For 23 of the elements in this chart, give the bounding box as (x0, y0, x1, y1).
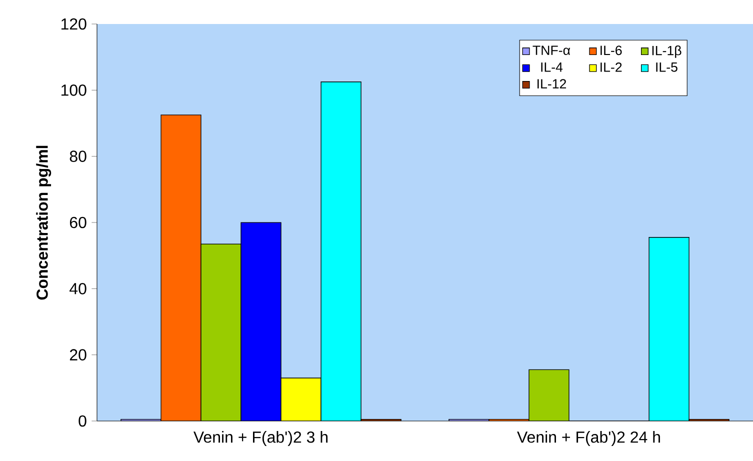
y-tick-label: 80 (70, 150, 86, 162)
bar (528, 369, 570, 421)
legend-label: IL-4 (541, 62, 563, 72)
y-tick-label: 0 (78, 415, 86, 427)
legend-label: IL-6 (600, 46, 622, 56)
y-axis-title: Concentration pg/ml (36, 146, 52, 300)
bar (648, 237, 690, 421)
x-tick-label: Venin + F(ab')2 24 h (517, 431, 660, 446)
y-tick-label: 100 (61, 84, 86, 96)
y-tick-label: 120 (61, 18, 86, 30)
legend-label: IL-5 (656, 62, 678, 72)
y-tick-label: 40 (70, 283, 86, 294)
bar (200, 244, 242, 421)
y-tick-label: 60 (70, 216, 86, 228)
legend-label: IL-12 (538, 79, 566, 88)
legend-label: TNF-α (532, 46, 570, 56)
legend-label: IL-2 (600, 62, 622, 72)
bar (280, 378, 322, 421)
x-tick-label: Venin + F(ab')2 3 h (193, 431, 328, 446)
bar (320, 82, 362, 421)
bar (240, 222, 282, 421)
legend-label: IL-1β (652, 45, 682, 58)
y-tick-label: 20 (70, 349, 86, 360)
